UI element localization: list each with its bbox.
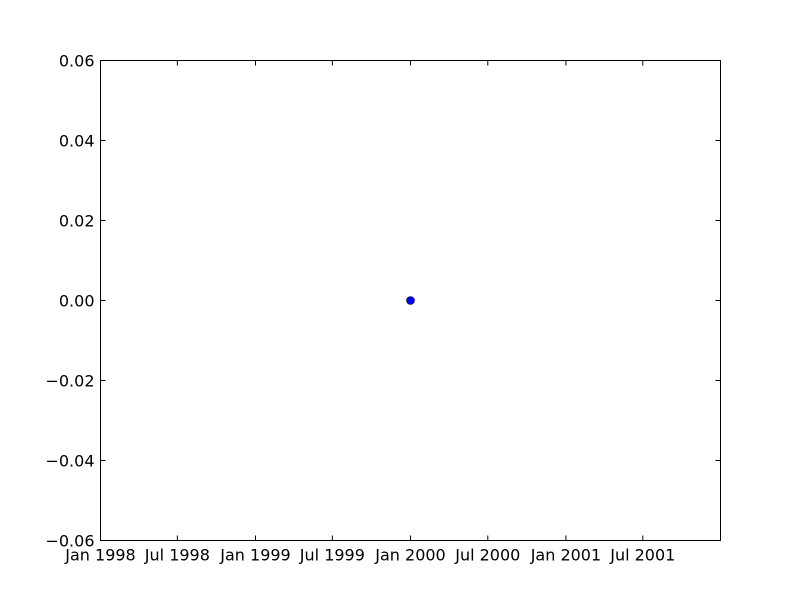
x-tick-label: Jan 2000	[374, 546, 445, 565]
data-point	[406, 296, 415, 305]
y-tick-label: 0.06	[59, 52, 95, 71]
y-axis-ticks: 0.06 0.04 0.02 0.00 −0.02 −0.04 −0.06	[45, 52, 721, 551]
x-tick-label: Jul 1999	[299, 546, 365, 565]
plot-frame	[100, 60, 721, 541]
x-tick-label: Jan 1999	[219, 546, 290, 565]
x-tick-label: Jan 1998	[64, 546, 135, 565]
y-tick-label: 0.00	[59, 292, 95, 311]
y-tick-label: 0.02	[59, 212, 95, 231]
y-tick-label: −0.06	[45, 532, 94, 551]
x-tick-label: Jul 2000	[454, 546, 520, 565]
y-tick-label: −0.02	[45, 372, 94, 391]
x-tick-label: Jul 2001	[609, 546, 675, 565]
scatter-points	[406, 296, 415, 305]
x-tick-label: Jul 1998	[144, 546, 210, 565]
y-tick-label: 0.04	[59, 132, 95, 151]
x-tick-label: Jan 2001	[530, 546, 601, 565]
y-tick-label: −0.04	[45, 452, 94, 471]
x-axis-ticks: Jan 1998 Jul 1998 Jan 1999 Jul 1999 Jan 2000…	[64, 60, 675, 565]
